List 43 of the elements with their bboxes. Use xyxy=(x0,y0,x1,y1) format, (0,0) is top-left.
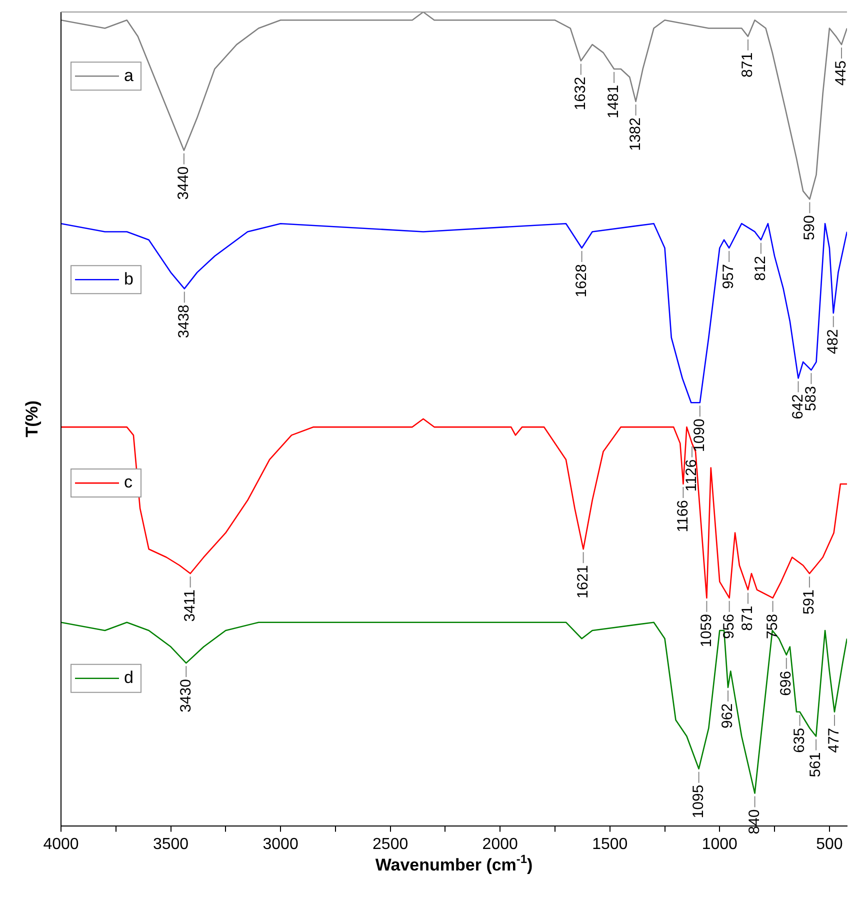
annotation: 3440 xyxy=(175,166,192,200)
annotation: 635 xyxy=(790,728,808,753)
annotation: 1621 xyxy=(574,565,592,598)
annotation: 1059 xyxy=(698,614,715,648)
annotation: 477 xyxy=(826,728,843,753)
annotation: 591 xyxy=(800,590,818,615)
annotation: 871 xyxy=(739,52,756,78)
legend-label: d xyxy=(124,668,134,688)
annotation: 445 xyxy=(832,60,849,86)
annotation: 590 xyxy=(800,215,818,240)
x-tick-label: 1000 xyxy=(702,836,738,853)
x-tick-label: 3000 xyxy=(262,836,298,853)
annotation: 1166 xyxy=(674,500,692,532)
annotation: 840 xyxy=(746,809,763,834)
annotation: 3430 xyxy=(177,679,194,712)
x-tick-label: 4000 xyxy=(43,836,79,853)
y-axis-title: T(%) xyxy=(22,400,42,438)
annotation: 962 xyxy=(719,703,736,728)
annotation: 3411 xyxy=(181,590,198,622)
x-tick-label: 2000 xyxy=(482,836,518,853)
annotation: 561 xyxy=(807,752,824,778)
x-tick-label: 2500 xyxy=(372,836,408,853)
annotation: 1090 xyxy=(691,418,708,452)
annotation: 1632 xyxy=(572,76,590,110)
annotation: 1382 xyxy=(626,118,644,151)
annotation: 871 xyxy=(739,606,756,631)
legend-label: a xyxy=(124,66,134,85)
legend-label: c xyxy=(124,472,133,492)
x-tick-label: 3500 xyxy=(152,836,189,853)
legend-label: b xyxy=(124,269,134,288)
annotation: 957 xyxy=(720,264,738,290)
annotation: 758 xyxy=(764,614,781,639)
annotation: 1628 xyxy=(572,264,590,298)
annotation: 482 xyxy=(824,329,842,354)
x-tick-label: 1500 xyxy=(592,836,628,853)
annotation: 1481 xyxy=(605,84,622,118)
annotation: 1126 xyxy=(683,459,700,492)
x-tick-label: 500 xyxy=(816,836,843,853)
annotation: 956 xyxy=(720,614,738,639)
annotation: 1095 xyxy=(690,784,707,818)
annotation: 812 xyxy=(752,256,770,281)
annotation: 3438 xyxy=(176,304,193,338)
annotation: 696 xyxy=(778,670,795,696)
